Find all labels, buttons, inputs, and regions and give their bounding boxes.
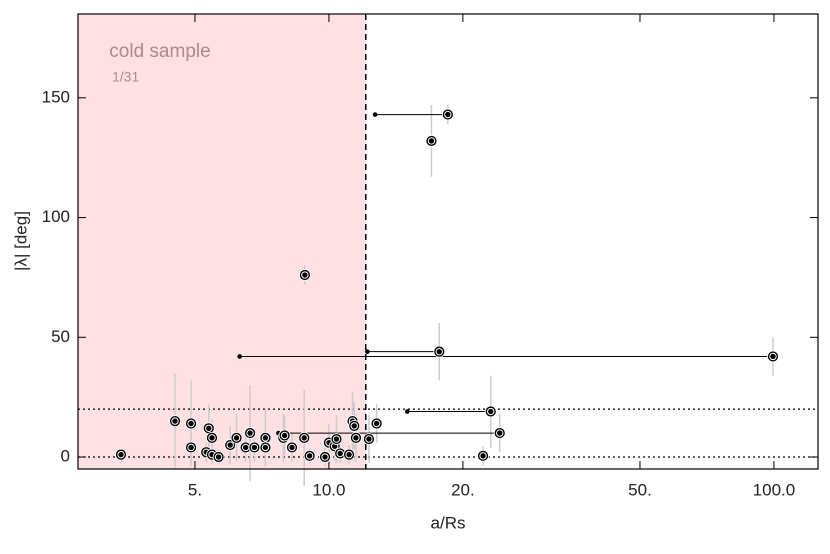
cold-region <box>78 14 366 469</box>
point-ring <box>171 417 179 425</box>
y-axis-label: |λ| [deg] <box>11 211 30 271</box>
point-ring <box>300 434 308 442</box>
point-ring <box>117 450 125 459</box>
point-ring <box>496 429 504 437</box>
point-ring <box>208 434 216 442</box>
point-ring <box>479 452 487 460</box>
point-ring <box>288 443 296 452</box>
point-ring <box>261 434 270 442</box>
point-ring <box>187 419 195 428</box>
point-ring <box>241 443 250 452</box>
point-ring <box>321 453 329 461</box>
point-ring <box>365 435 373 443</box>
x-tick-label: 50. <box>628 480 652 499</box>
x-tick-label: 20. <box>451 480 475 499</box>
point-ring <box>487 407 495 416</box>
point-ring <box>301 271 309 279</box>
point-ring <box>769 352 777 361</box>
point-ring <box>232 434 241 442</box>
x-axis-label: a/Rs <box>431 513 466 532</box>
plot-frame <box>77 13 819 470</box>
point-ring <box>261 443 270 452</box>
start-point <box>372 112 378 117</box>
y-tick-label: 0 <box>61 447 70 466</box>
point-ring <box>350 422 358 430</box>
y-tick-label: 100 <box>42 207 70 226</box>
point-ring <box>187 443 195 452</box>
point-ring <box>372 419 381 428</box>
point-ring <box>246 429 254 437</box>
start-point <box>237 354 242 359</box>
point-ring <box>352 434 360 442</box>
point-ring <box>250 443 259 452</box>
point-ring <box>280 431 289 440</box>
point-ring <box>226 441 234 449</box>
point-ring <box>345 450 353 459</box>
point-ring <box>332 435 341 443</box>
point-ring <box>427 137 436 145</box>
point-ring <box>205 424 213 432</box>
y-tick-label: 50 <box>51 327 70 346</box>
point-ring <box>435 347 443 356</box>
point-ring <box>305 452 314 460</box>
start-point <box>404 409 410 414</box>
annotation-sub: 1/31 <box>112 69 139 85</box>
x-tick-label: 100.0 <box>753 480 796 499</box>
point-ring <box>336 449 344 458</box>
point-ring <box>444 110 452 119</box>
point-ring <box>214 453 223 461</box>
x-tick-label: 10.0 <box>312 480 345 499</box>
y-tick-label: 150 <box>42 87 70 106</box>
start-point <box>365 349 370 354</box>
annotation: cold sample <box>109 41 210 62</box>
x-tick-label: 5. <box>188 480 202 499</box>
